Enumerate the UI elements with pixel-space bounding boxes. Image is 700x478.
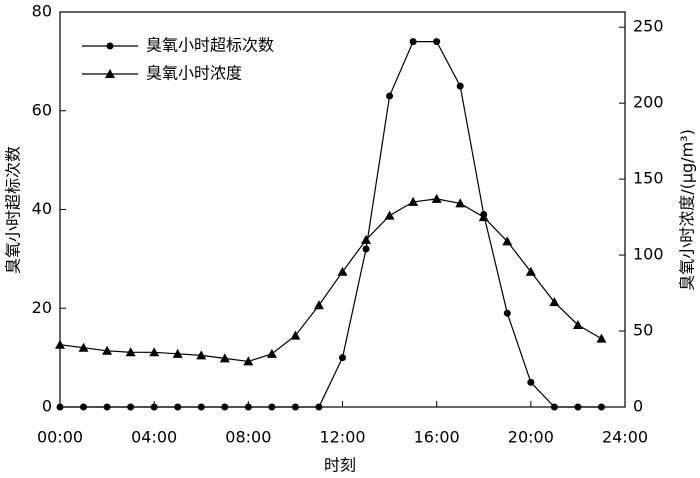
data-point <box>78 342 89 352</box>
y2-tick-label: 50 <box>633 321 653 340</box>
y2-axis-title: 臭氧小时浓度/(μg/m³) <box>678 129 697 291</box>
data-point <box>174 403 182 411</box>
data-point <box>315 403 323 411</box>
data-point <box>408 196 419 206</box>
legend-label: 臭氧小时超标次数 <box>146 36 274 55</box>
data-point <box>244 403 252 411</box>
data-point <box>196 350 207 360</box>
y2-tick-label: 200 <box>633 93 664 112</box>
data-point <box>572 319 583 329</box>
x-tick-label: 24:00 <box>602 428 648 447</box>
legend-marker <box>105 69 115 78</box>
data-point <box>597 403 605 411</box>
data-point <box>409 38 417 46</box>
series-line <box>59 198 602 363</box>
legend-label: 臭氧小时浓度 <box>146 64 242 83</box>
x-tick-label: 08:00 <box>225 428 271 447</box>
data-point <box>527 378 535 386</box>
y2-tick-label: 0 <box>633 397 643 416</box>
data-point <box>478 212 489 222</box>
data-point <box>456 82 464 90</box>
data-point <box>150 403 158 411</box>
x-tick-label: 16:00 <box>414 428 460 447</box>
data-point <box>219 353 230 363</box>
x-tick-label: 00:00 <box>37 428 83 447</box>
x-tick-label: 12:00 <box>319 428 365 447</box>
data-point <box>525 266 536 276</box>
y-tick-label: 0 <box>42 397 52 416</box>
data-point <box>574 403 582 411</box>
data-point <box>549 297 560 307</box>
data-point <box>55 339 65 349</box>
data-point <box>313 300 324 310</box>
data-point <box>290 330 301 340</box>
data-point <box>433 38 441 46</box>
data-point <box>431 193 442 203</box>
x-tick-label: 04:00 <box>131 428 177 447</box>
data-point <box>361 234 372 244</box>
data-point <box>268 403 276 411</box>
data-point <box>266 348 277 358</box>
data-point <box>502 236 513 246</box>
data-point <box>550 403 558 411</box>
legend-marker <box>106 42 114 50</box>
y2-tick-label: 150 <box>633 169 664 188</box>
data-point <box>172 348 183 358</box>
data-point <box>197 403 205 411</box>
data-point <box>149 347 160 357</box>
data-point <box>80 403 88 411</box>
y-tick-label: 40 <box>32 199 52 218</box>
y2-tick-label: 250 <box>633 17 664 36</box>
data-point <box>596 333 607 343</box>
data-point <box>455 198 466 208</box>
data-point <box>102 345 113 355</box>
data-point <box>56 403 64 411</box>
data-point <box>339 354 346 362</box>
data-point <box>243 356 254 366</box>
y2-tick-label: 100 <box>633 245 664 264</box>
y-tick-label: 80 <box>32 2 52 21</box>
series-line <box>60 41 602 408</box>
x-axis-title: 时刻 <box>324 456 356 475</box>
data-point <box>103 403 111 411</box>
data-point <box>362 245 370 253</box>
y-tick-label: 60 <box>32 100 52 119</box>
data-point <box>127 403 135 411</box>
data-point <box>291 403 299 411</box>
data-point <box>384 210 395 220</box>
data-point <box>503 309 511 317</box>
y-axis-title: 臭氧小时超标次数 <box>4 146 23 274</box>
data-point <box>221 403 229 411</box>
x-tick-label: 20:00 <box>508 428 554 447</box>
data-point <box>386 92 394 100</box>
y-tick-label: 20 <box>32 298 52 317</box>
data-point <box>125 347 136 357</box>
plot-frame <box>59 11 626 408</box>
data-point <box>337 266 348 276</box>
